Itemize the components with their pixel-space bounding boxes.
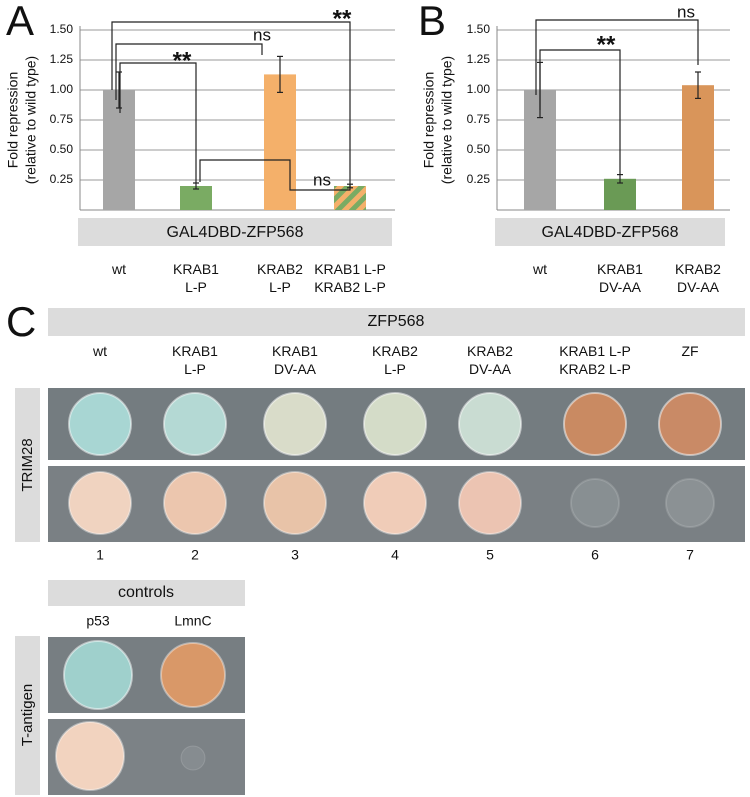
- y-tick-label: 1.00: [50, 82, 74, 96]
- group-band: [495, 218, 725, 246]
- bar: [604, 178, 636, 210]
- x-tick-label: wt: [532, 261, 547, 277]
- colony: [363, 471, 427, 535]
- header-label: controls: [118, 584, 174, 601]
- lane-number: 1: [96, 547, 104, 563]
- row-band: [15, 636, 40, 795]
- lane-number: 3: [291, 547, 299, 563]
- colony: [363, 392, 427, 456]
- lane-number: 2: [191, 547, 199, 563]
- lane-number: 7: [686, 547, 694, 563]
- significance-bracket: [539, 49, 621, 175]
- y-tick-label: 1.50: [467, 22, 491, 36]
- y-tick-label: 0.25: [467, 172, 491, 186]
- y-tick-label: 1.25: [50, 52, 74, 66]
- column-label: KRAB2 L-P: [372, 343, 418, 377]
- y-axis-label: (relative to wild type): [439, 56, 455, 184]
- colony: [658, 392, 722, 456]
- group-label: GAL4DBD-ZFP568: [542, 224, 679, 241]
- significance-label: ns: [677, 2, 695, 21]
- significance-label: ns: [253, 25, 271, 44]
- column-label: ZF: [681, 343, 698, 359]
- column-label: LmnC: [174, 613, 211, 629]
- y-axis-label: (relative to wild type): [23, 56, 39, 184]
- error-bar: [277, 55, 283, 94]
- panel-label: A: [6, 0, 34, 44]
- column-label: KRAB1 L-P KRAB2 L-P: [559, 343, 631, 377]
- significance-bracket: [115, 43, 263, 100]
- x-tick-label: wt: [111, 261, 126, 277]
- significance-label: ns: [313, 170, 331, 189]
- x-tick-label: KRAB2 L-P: [257, 261, 303, 295]
- y-axis-label: Fold repression: [5, 72, 21, 169]
- y-tick-label: 1.00: [467, 82, 491, 96]
- colony: [63, 640, 133, 710]
- y-tick-label: 0.50: [467, 142, 491, 156]
- y-tick-label: 0.75: [50, 112, 74, 126]
- colony: [68, 392, 132, 456]
- column-label: p53: [86, 613, 110, 629]
- y-tick-label: 0.25: [50, 172, 74, 186]
- y-tick-label: 0.50: [50, 142, 74, 156]
- colony: [570, 478, 620, 528]
- significance-label: **: [597, 31, 616, 58]
- significance-bracket: [535, 19, 699, 95]
- row-label: T-antigen: [19, 684, 36, 747]
- header-label: ZFP568: [368, 313, 425, 330]
- column-label: KRAB2 DV-AA: [467, 343, 513, 377]
- significance-bracket: [199, 159, 351, 191]
- group-band: [78, 218, 392, 246]
- y-tick-label: 1.50: [50, 22, 74, 36]
- colony: [180, 745, 206, 771]
- column-label: KRAB1 L-P: [172, 343, 218, 377]
- panel-label: B: [418, 0, 446, 44]
- colony: [563, 392, 627, 456]
- bar: [180, 186, 212, 210]
- significance-label: **: [333, 5, 352, 32]
- significance-label: **: [173, 47, 192, 74]
- bar: [103, 90, 135, 210]
- panel-label: C: [6, 298, 36, 345]
- colony: [160, 642, 226, 708]
- lane-number: 6: [591, 547, 599, 563]
- row-band: [15, 388, 40, 542]
- colony: [163, 471, 227, 535]
- colony: [163, 392, 227, 456]
- x-tick-label: KRAB1 DV-AA: [597, 261, 643, 295]
- column-label: KRAB1 DV-AA: [272, 343, 318, 377]
- row-label: TRIM28: [19, 438, 36, 491]
- y-tick-label: 1.25: [467, 52, 491, 66]
- x-tick-label: KRAB2 DV-AA: [675, 261, 721, 295]
- colony: [458, 471, 522, 535]
- colony: [458, 392, 522, 456]
- colony: [68, 471, 132, 535]
- bar: [264, 74, 296, 211]
- bar: [682, 85, 714, 210]
- column-label: wt: [92, 343, 107, 359]
- x-tick-label: KRAB1 L-P KRAB2 L-P: [314, 261, 386, 295]
- colony: [665, 478, 715, 528]
- error-bar: [695, 71, 701, 100]
- significance-bracket: [111, 21, 351, 183]
- colony: [55, 721, 125, 791]
- lane-number: 5: [486, 547, 494, 563]
- lane-number: 4: [391, 547, 399, 563]
- x-tick-label: KRAB1 L-P: [173, 261, 219, 295]
- colony: [263, 471, 327, 535]
- significance-bracket: [119, 62, 197, 183]
- colony: [263, 392, 327, 456]
- group-label: GAL4DBD-ZFP568: [167, 224, 304, 241]
- y-axis-label: Fold repression: [421, 72, 437, 169]
- y-tick-label: 0.75: [467, 112, 491, 126]
- header-band: [48, 308, 745, 336]
- error-bar: [116, 71, 122, 109]
- header-band: [48, 580, 245, 606]
